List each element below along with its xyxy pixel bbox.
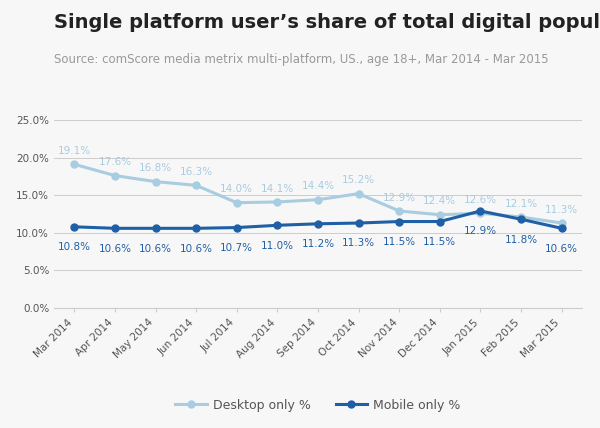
Mobile only %	[314, 221, 322, 226]
Desktop only %	[436, 212, 443, 217]
Mobile only %	[395, 219, 403, 224]
Mobile only %	[112, 226, 119, 231]
Text: 12.1%: 12.1%	[505, 199, 538, 209]
Mobile only %	[152, 226, 159, 231]
Text: 14.4%: 14.4%	[301, 181, 335, 191]
Mobile only %	[233, 225, 241, 230]
Line: Mobile only %: Mobile only %	[71, 208, 565, 232]
Desktop only %	[233, 200, 241, 205]
Text: 14.0%: 14.0%	[220, 184, 253, 194]
Text: 11.5%: 11.5%	[383, 237, 416, 247]
Desktop only %	[193, 183, 200, 188]
Legend: Desktop only %, Mobile only %: Desktop only %, Mobile only %	[170, 393, 466, 416]
Text: Source: comScore media metrix multi-platform, US., age 18+, Mar 2014 - Mar 2015: Source: comScore media metrix multi-plat…	[54, 54, 548, 66]
Line: Desktop only %: Desktop only %	[71, 161, 565, 226]
Mobile only %	[71, 224, 78, 229]
Text: 15.2%: 15.2%	[342, 175, 375, 185]
Text: 16.8%: 16.8%	[139, 163, 172, 173]
Mobile only %	[477, 208, 484, 214]
Text: 10.6%: 10.6%	[139, 244, 172, 254]
Text: 12.9%: 12.9%	[464, 226, 497, 236]
Desktop only %	[314, 197, 322, 202]
Desktop only %	[558, 220, 565, 226]
Text: Single platform user’s share of total digital population: Single platform user’s share of total di…	[54, 13, 600, 32]
Text: 17.6%: 17.6%	[98, 157, 131, 167]
Text: 10.8%: 10.8%	[58, 242, 91, 252]
Text: 10.7%: 10.7%	[220, 243, 253, 253]
Desktop only %	[477, 211, 484, 216]
Text: 11.3%: 11.3%	[545, 205, 578, 215]
Mobile only %	[274, 223, 281, 228]
Desktop only %	[112, 173, 119, 178]
Text: 12.6%: 12.6%	[464, 195, 497, 205]
Desktop only %	[355, 191, 362, 196]
Text: 10.6%: 10.6%	[98, 244, 131, 254]
Text: 12.9%: 12.9%	[383, 193, 416, 202]
Text: 19.1%: 19.1%	[58, 146, 91, 156]
Text: 12.4%: 12.4%	[423, 196, 457, 206]
Text: 11.5%: 11.5%	[423, 237, 457, 247]
Desktop only %	[517, 214, 524, 220]
Text: 11.0%: 11.0%	[261, 241, 294, 250]
Mobile only %	[355, 220, 362, 226]
Desktop only %	[395, 208, 403, 214]
Text: 16.3%: 16.3%	[179, 167, 213, 177]
Desktop only %	[152, 179, 159, 184]
Text: 10.6%: 10.6%	[179, 244, 212, 254]
Text: 11.3%: 11.3%	[342, 238, 375, 248]
Mobile only %	[436, 219, 443, 224]
Mobile only %	[193, 226, 200, 231]
Desktop only %	[71, 162, 78, 167]
Desktop only %	[274, 199, 281, 205]
Text: 10.6%: 10.6%	[545, 244, 578, 254]
Text: 14.1%: 14.1%	[261, 184, 294, 193]
Mobile only %	[558, 226, 565, 231]
Text: 11.2%: 11.2%	[301, 239, 335, 249]
Text: 11.8%: 11.8%	[505, 235, 538, 244]
Mobile only %	[517, 217, 524, 222]
